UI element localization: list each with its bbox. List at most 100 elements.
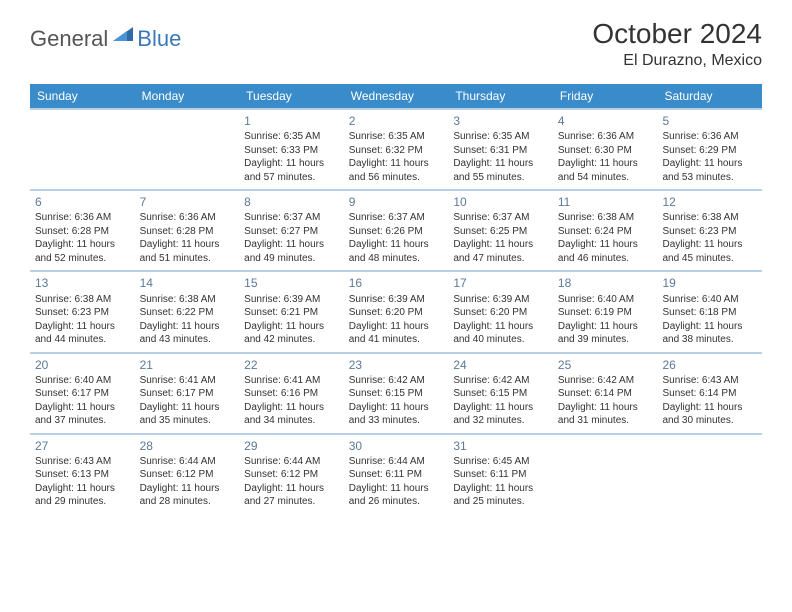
daylight-text: Daylight: 11 hours and 40 minutes. bbox=[453, 320, 547, 347]
sunrise-text: Sunrise: 6:39 AM bbox=[349, 293, 443, 307]
day-number: 27 bbox=[35, 438, 129, 454]
sunset-text: Sunset: 6:11 PM bbox=[453, 468, 547, 482]
day-number: 28 bbox=[140, 438, 234, 454]
day-cell: 1Sunrise: 6:35 AMSunset: 6:33 PMDaylight… bbox=[239, 110, 344, 189]
sunset-text: Sunset: 6:18 PM bbox=[662, 306, 756, 320]
sunset-text: Sunset: 6:23 PM bbox=[662, 225, 756, 239]
daylight-text: Daylight: 11 hours and 55 minutes. bbox=[453, 157, 547, 184]
sunrise-text: Sunrise: 6:37 AM bbox=[244, 211, 338, 225]
day-number: 12 bbox=[662, 194, 756, 210]
sunrise-text: Sunrise: 6:42 AM bbox=[558, 374, 652, 388]
day-cell: 9Sunrise: 6:37 AMSunset: 6:26 PMDaylight… bbox=[344, 191, 449, 270]
sunset-text: Sunset: 6:33 PM bbox=[244, 144, 338, 158]
day-number: 11 bbox=[558, 194, 652, 210]
sunrise-text: Sunrise: 6:38 AM bbox=[558, 211, 652, 225]
sunset-text: Sunset: 6:15 PM bbox=[349, 387, 443, 401]
sunrise-text: Sunrise: 6:42 AM bbox=[349, 374, 443, 388]
sunset-text: Sunset: 6:20 PM bbox=[349, 306, 443, 320]
day-cell: 17Sunrise: 6:39 AMSunset: 6:20 PMDayligh… bbox=[448, 272, 553, 351]
sunset-text: Sunset: 6:21 PM bbox=[244, 306, 338, 320]
sunrise-text: Sunrise: 6:36 AM bbox=[140, 211, 234, 225]
daylight-text: Daylight: 11 hours and 42 minutes. bbox=[244, 320, 338, 347]
location: El Durazno, Mexico bbox=[592, 52, 762, 70]
day-number: 1 bbox=[244, 113, 338, 129]
day-number: 16 bbox=[349, 275, 443, 291]
day-cell: 16Sunrise: 6:39 AMSunset: 6:20 PMDayligh… bbox=[344, 272, 449, 351]
day-number: 13 bbox=[35, 275, 129, 291]
dayhead-monday: Monday bbox=[135, 84, 240, 108]
daylight-text: Daylight: 11 hours and 44 minutes. bbox=[35, 320, 129, 347]
day-cell: 15 Sunrise: 6:39 AMSunset: 6:21 PMDayligh… bbox=[239, 272, 344, 351]
dayhead-saturday: Saturday bbox=[657, 84, 762, 108]
sunrise-text: Sunrise: 6:37 AM bbox=[349, 211, 443, 225]
sunset-text: Sunset: 6:14 PM bbox=[558, 387, 652, 401]
daylight-text: Daylight: 11 hours and 53 minutes. bbox=[662, 157, 756, 184]
day-number: 19 bbox=[662, 275, 756, 291]
sunrise-text: Sunrise: 6:40 AM bbox=[662, 293, 756, 307]
daylight-text: Daylight: 11 hours and 54 minutes. bbox=[558, 157, 652, 184]
sunset-text: Sunset: 6:25 PM bbox=[453, 225, 547, 239]
day-cell: 30Sunrise: 6:44 AMSunset: 6:11 PMDayligh… bbox=[344, 435, 449, 514]
logo: General Blue bbox=[30, 26, 181, 52]
week-row: 27Sunrise: 6:43 AMSunset: 6:13 PMDayligh… bbox=[30, 433, 762, 514]
sunset-text: Sunset: 6:13 PM bbox=[35, 468, 129, 482]
daylight-text: Daylight: 11 hours and 39 minutes. bbox=[558, 320, 652, 347]
sunset-text: Sunset: 6:14 PM bbox=[662, 387, 756, 401]
day-cell: 11Sunrise: 6:38 AMSunset: 6:24 PMDayligh… bbox=[553, 191, 658, 270]
daylight-text: Daylight: 11 hours and 26 minutes. bbox=[349, 482, 443, 509]
sunrise-text: Sunrise: 6:36 AM bbox=[35, 211, 129, 225]
day-cell: 20Sunrise: 6:40 AMSunset: 6:17 PMDayligh… bbox=[30, 354, 135, 433]
day-number: 8 bbox=[244, 194, 338, 210]
day-cell: 21Sunrise: 6:41 AMSunset: 6:17 PMDayligh… bbox=[135, 354, 240, 433]
sunset-text: Sunset: 6:27 PM bbox=[244, 225, 338, 239]
day-cell: 14Sunrise: 6:38 AMSunset: 6:22 PMDayligh… bbox=[135, 272, 240, 351]
day-cell: 3Sunrise: 6:35 AMSunset: 6:31 PMDaylight… bbox=[448, 110, 553, 189]
sunrise-text: Sunrise: 6:35 AM bbox=[453, 130, 547, 144]
sunrise-text: Sunrise: 6:39 AM bbox=[244, 293, 338, 307]
sunset-text: Sunset: 6:24 PM bbox=[558, 225, 652, 239]
sunset-text: Sunset: 6:26 PM bbox=[349, 225, 443, 239]
day-number: 17 bbox=[453, 275, 547, 291]
day-cell: 18Sunrise: 6:40 AMSunset: 6:19 PMDayligh… bbox=[553, 272, 658, 351]
day-cell: 24Sunrise: 6:42 AMSunset: 6:15 PMDayligh… bbox=[448, 354, 553, 433]
daylight-text: Daylight: 11 hours and 51 minutes. bbox=[140, 238, 234, 265]
day-number: 25 bbox=[558, 357, 652, 373]
day-cell: 13 Sunrise: 6:38 AMSunset: 6:23 PMDayligh… bbox=[30, 272, 135, 351]
day-number: 26 bbox=[662, 357, 756, 373]
daylight-text: Daylight: 11 hours and 47 minutes. bbox=[453, 238, 547, 265]
day-number: 29 bbox=[244, 438, 338, 454]
calendar: SundayMondayTuesdayWednesdayThursdayFrid… bbox=[30, 84, 762, 514]
day-cell: 8Sunrise: 6:37 AMSunset: 6:27 PMDaylight… bbox=[239, 191, 344, 270]
daylight-text: Daylight: 11 hours and 35 minutes. bbox=[140, 401, 234, 428]
sunrise-text: Sunrise: 6:38 AM bbox=[140, 293, 234, 307]
sunset-text: Sunset: 6:16 PM bbox=[244, 387, 338, 401]
sunrise-text: Sunrise: 6:35 AM bbox=[244, 130, 338, 144]
daylight-text: Daylight: 11 hours and 34 minutes. bbox=[244, 401, 338, 428]
weeks-container: 1Sunrise: 6:35 AMSunset: 6:33 PMDaylight… bbox=[30, 108, 762, 514]
title-block: October 2024 El Durazno, Mexico bbox=[592, 18, 762, 70]
daylight-text: Daylight: 11 hours and 46 minutes. bbox=[558, 238, 652, 265]
sunrise-text: Sunrise: 6:44 AM bbox=[349, 455, 443, 469]
week-row: 13Sunrise: 6:38 AMSunset: 6:23 PMDayligh… bbox=[30, 270, 762, 351]
sunset-text: Sunset: 6:30 PM bbox=[558, 144, 652, 158]
sunrise-text: Sunrise: 6:36 AM bbox=[558, 130, 652, 144]
sunrise-text: Sunrise: 6:38 AM bbox=[35, 293, 129, 307]
sunrise-text: Sunrise: 6:41 AM bbox=[140, 374, 234, 388]
day-number: 14 bbox=[140, 275, 234, 291]
day-number: 31 bbox=[453, 438, 547, 454]
daylight-text: Daylight: 11 hours and 33 minutes. bbox=[349, 401, 443, 428]
day-cell: 22Sunrise: 6:41 AMSunset: 6:16 PMDayligh… bbox=[239, 354, 344, 433]
day-number: 4 bbox=[558, 113, 652, 129]
sunset-text: Sunset: 6:23 PM bbox=[35, 306, 129, 320]
daylight-text: Daylight: 11 hours and 31 minutes. bbox=[558, 401, 652, 428]
day-cell: 2Sunrise: 6:35 AMSunset: 6:32 PMDaylight… bbox=[344, 110, 449, 189]
day-cell: 26Sunrise: 6:43 AMSunset: 6:14 PMDayligh… bbox=[657, 354, 762, 433]
sunrise-text: Sunrise: 6:45 AM bbox=[453, 455, 547, 469]
sunrise-text: Sunrise: 6:38 AM bbox=[662, 211, 756, 225]
daylight-text: Daylight: 11 hours and 49 minutes. bbox=[244, 238, 338, 265]
day-number: 15 bbox=[244, 275, 338, 291]
empty-cell bbox=[135, 110, 240, 189]
day-cell: 5Sunrise: 6:36 AMSunset: 6:29 PMDaylight… bbox=[657, 110, 762, 189]
logo-triangle-icon bbox=[113, 25, 135, 48]
day-cell: 12Sunrise: 6:38 AMSunset: 6:23 PMDayligh… bbox=[657, 191, 762, 270]
